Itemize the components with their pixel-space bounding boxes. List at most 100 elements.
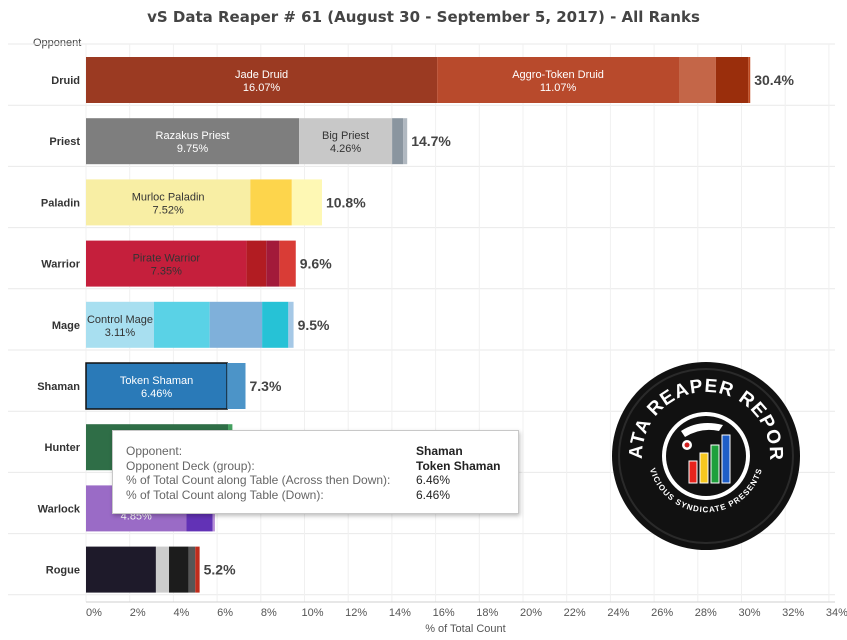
segment-pct-label: 11.07% <box>540 82 577 94</box>
bar-segment[interactable] <box>86 546 156 593</box>
category-label: Druid <box>51 75 80 87</box>
row-total-label: 5.2% <box>204 562 236 578</box>
bar-segment[interactable] <box>246 240 267 287</box>
tooltip-row: Opponent: Shaman <box>126 444 518 459</box>
x-tick-label: 28% <box>695 607 717 619</box>
segment-pct-label: 3.11% <box>105 327 136 339</box>
category-label: Priest <box>49 136 80 148</box>
tooltip-key: Opponent: <box>126 444 183 458</box>
x-axis-title: % of Total Count <box>425 623 506 635</box>
bar-segment[interactable] <box>86 240 247 287</box>
hover-tooltip: Opponent: Shaman Opponent Deck (group): Tok… <box>112 430 519 514</box>
segment-name-label: Control Mage <box>87 314 153 326</box>
bar-segment[interactable] <box>748 57 751 103</box>
segment-pct-label: 7.52% <box>153 204 184 216</box>
bar-segment[interactable] <box>715 57 749 103</box>
x-tick-label: 26% <box>651 607 673 619</box>
x-tick-label: 6% <box>217 607 233 619</box>
x-tick-label: 22% <box>564 607 586 619</box>
logo-bar <box>699 452 709 484</box>
row-total-label: 30.4% <box>754 72 794 88</box>
row-total-label: 7.3% <box>250 378 282 394</box>
bar-segment[interactable] <box>299 118 393 165</box>
bar-segment[interactable] <box>188 546 196 593</box>
bar-segment[interactable] <box>86 57 438 103</box>
x-tick-label: 32% <box>782 607 804 619</box>
bar-segment[interactable] <box>279 240 296 287</box>
x-tick-label: 24% <box>607 607 629 619</box>
x-tick-label: 18% <box>476 607 498 619</box>
bar-segment[interactable] <box>437 57 680 103</box>
bar-segment[interactable] <box>262 301 289 348</box>
x-tick-label: 14% <box>389 607 411 619</box>
x-tick-label: 8% <box>261 607 277 619</box>
segment-name-label: Big Priest <box>322 130 369 142</box>
segment-name-label: Jade Druid <box>235 69 288 81</box>
tooltip-value: Shaman <box>416 444 463 458</box>
x-tick-label: 0% <box>86 607 102 619</box>
segment-pct-label: 6.46% <box>141 388 172 400</box>
segment-pct-label: 4.26% <box>330 143 361 155</box>
bar-segment[interactable] <box>209 301 263 348</box>
tooltip-value: Token Shaman <box>416 458 501 473</box>
bar-segment[interactable] <box>679 57 716 103</box>
segment-name-label: Murloc Paladin <box>132 191 205 203</box>
bar-segment[interactable] <box>266 240 280 287</box>
segment-pct-label: 9.75% <box>177 143 208 155</box>
bar-segment[interactable] <box>250 179 292 226</box>
segment-name-label: Razakus Priest <box>156 130 230 142</box>
row-total-label: 14.7% <box>411 133 451 149</box>
bar-segment[interactable] <box>85 362 228 410</box>
chart-title: vS Data Reaper # 61 (August 30 - Septemb… <box>147 8 700 26</box>
category-label: Hunter <box>45 442 81 454</box>
bar-segment[interactable] <box>86 301 154 348</box>
x-tick-label: 30% <box>738 607 760 619</box>
tooltip-key: % of Total Count along Table (Across the… <box>126 473 391 487</box>
bar-segment[interactable] <box>86 118 300 165</box>
tooltip-row: % of Total Count along Table (Down): 6.46… <box>126 488 518 503</box>
segment-name-label: Token Shaman <box>120 375 193 387</box>
logo-bar <box>710 444 720 484</box>
row-total-label: 9.5% <box>298 317 330 333</box>
bar-segment[interactable] <box>86 179 251 226</box>
opponent-axis-header: Opponent <box>33 37 82 49</box>
category-label: Warlock <box>38 503 81 515</box>
logo-bar <box>721 434 731 484</box>
tooltip-value: 6.46% <box>416 487 451 502</box>
bar-segment[interactable] <box>392 118 404 165</box>
data-reaper-report-logo: DATA REAPER REPORT VICIOUS SYNDICATE PRE… <box>604 345 801 551</box>
category-label: Rogue <box>46 565 80 577</box>
tooltip-row: % of Total Count along Table (Across the… <box>126 473 518 488</box>
bar-segment[interactable] <box>403 118 408 165</box>
segment-name-label: Aggro-Token Druid <box>512 69 604 81</box>
x-tick-label: 34% <box>826 607 847 619</box>
category-label: Paladin <box>41 197 80 209</box>
x-tick-label: 4% <box>173 607 189 619</box>
category-label: Shaman <box>37 381 80 393</box>
bar-segment[interactable] <box>155 546 170 593</box>
segment-pct-label: 7.35% <box>151 266 182 278</box>
bar-segment[interactable] <box>227 363 246 409</box>
logo-bar <box>688 460 698 484</box>
category-label: Mage <box>52 320 80 332</box>
segment-pct-label: 16.07% <box>243 82 281 94</box>
tooltip-row: Opponent Deck (group): Token Shaman <box>126 459 518 474</box>
x-tick-label: 12% <box>345 607 367 619</box>
bar-segment[interactable] <box>288 301 294 348</box>
bar-segment[interactable] <box>169 546 189 593</box>
x-tick-label: 2% <box>130 607 146 619</box>
row-total-label: 10.8% <box>326 194 366 210</box>
tooltip-value: 6.46% <box>416 473 451 487</box>
tooltip-key: Opponent Deck (group): <box>126 458 255 473</box>
category-label: Warrior <box>41 259 80 271</box>
x-tick-label: 16% <box>433 607 455 619</box>
scythe-icon <box>681 423 723 437</box>
tooltip-key: % of Total Count along Table (Down): <box>126 487 324 502</box>
segment-name-label: Pirate Warrior <box>133 253 201 265</box>
x-tick-label: 20% <box>520 607 542 619</box>
bar-segment[interactable] <box>195 546 200 593</box>
bar-segment[interactable] <box>291 179 322 226</box>
x-tick-label: 10% <box>301 607 323 619</box>
bar-segment[interactable] <box>153 301 210 348</box>
